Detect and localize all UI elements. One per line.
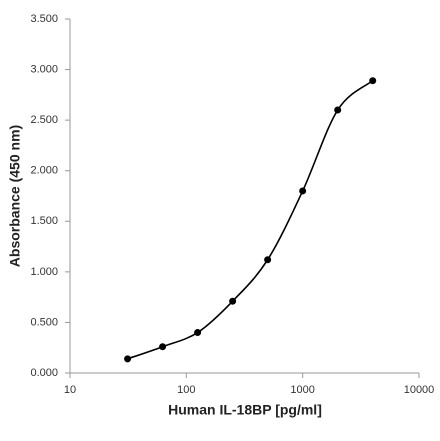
x-tick-label: 10000 <box>404 384 435 396</box>
y-tick-label: 2.500 <box>30 114 58 126</box>
y-tick-label: 2.000 <box>30 165 58 177</box>
point <box>369 77 377 85</box>
point <box>159 343 167 351</box>
y-tick-label: 1.000 <box>30 266 58 278</box>
x-tick-label: 100 <box>177 384 195 396</box>
y-tick-label: 3.500 <box>30 13 58 25</box>
y-axis-title: Absorbance (450 nm) <box>7 125 23 267</box>
x-tick-label: 1000 <box>290 384 314 396</box>
y-tick-label: 0.500 <box>30 316 58 328</box>
y-tick-label: 1.500 <box>30 215 58 227</box>
y-tick-label: 3.000 <box>30 63 58 75</box>
x-tick-label: 10 <box>64 384 76 396</box>
point <box>299 187 307 195</box>
y-tick-label: 0.000 <box>30 367 58 379</box>
point <box>124 355 132 363</box>
curve <box>127 80 374 360</box>
point <box>229 297 237 305</box>
x-axis-title: Human IL-18BP [pg/ml] <box>168 402 322 418</box>
point <box>334 106 342 114</box>
point <box>264 256 272 264</box>
point <box>194 329 202 337</box>
